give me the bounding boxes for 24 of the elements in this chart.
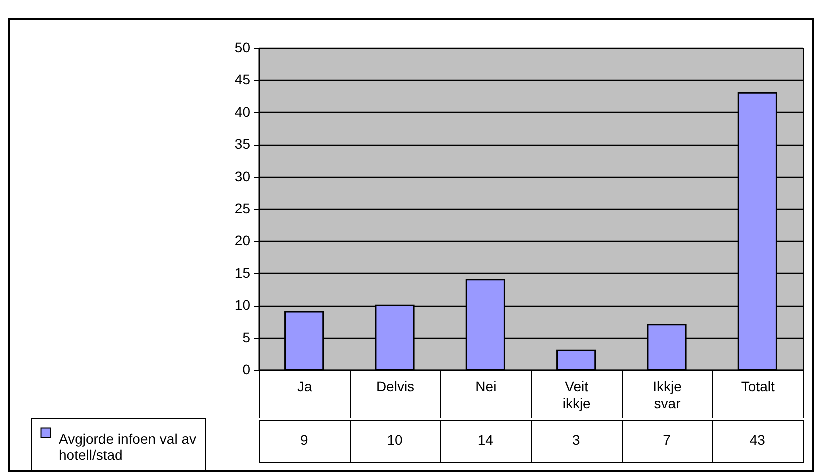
x-tick-label: Nei [476,378,497,394]
data-label: 10 [387,432,403,448]
y-tick-label: 20 [234,232,251,249]
data-label: 9 [300,432,308,448]
data-label: 43 [750,432,766,448]
y-tick-label: 40 [234,104,251,120]
y-tick-label: 10 [234,297,251,314]
y-tick-label: 25 [234,200,251,216]
data-label: 7 [663,432,672,448]
x-tick-label: Veit ikkje [562,378,592,412]
legend-label: Avgjorde infoen val av hotell/stad [59,431,196,463]
y-tick-label: 35 [234,136,251,152]
x-tick-label: Ja [297,378,312,394]
y-tick-label: 0 [242,362,251,378]
y-tick-label: 5 [242,329,251,346]
x-tick-label: Delvis [376,378,415,394]
data-label: 3 [572,432,580,448]
x-tick-label: Totalt [741,378,776,394]
y-tick-label: 30 [234,168,251,184]
data-label: 14 [478,432,494,448]
y-tick-label: 15 [234,264,251,281]
y-tick-label: 45 [234,72,251,88]
x-tick-label: Ikkje svar [653,378,682,412]
y-tick-label: 50 [234,40,251,56]
